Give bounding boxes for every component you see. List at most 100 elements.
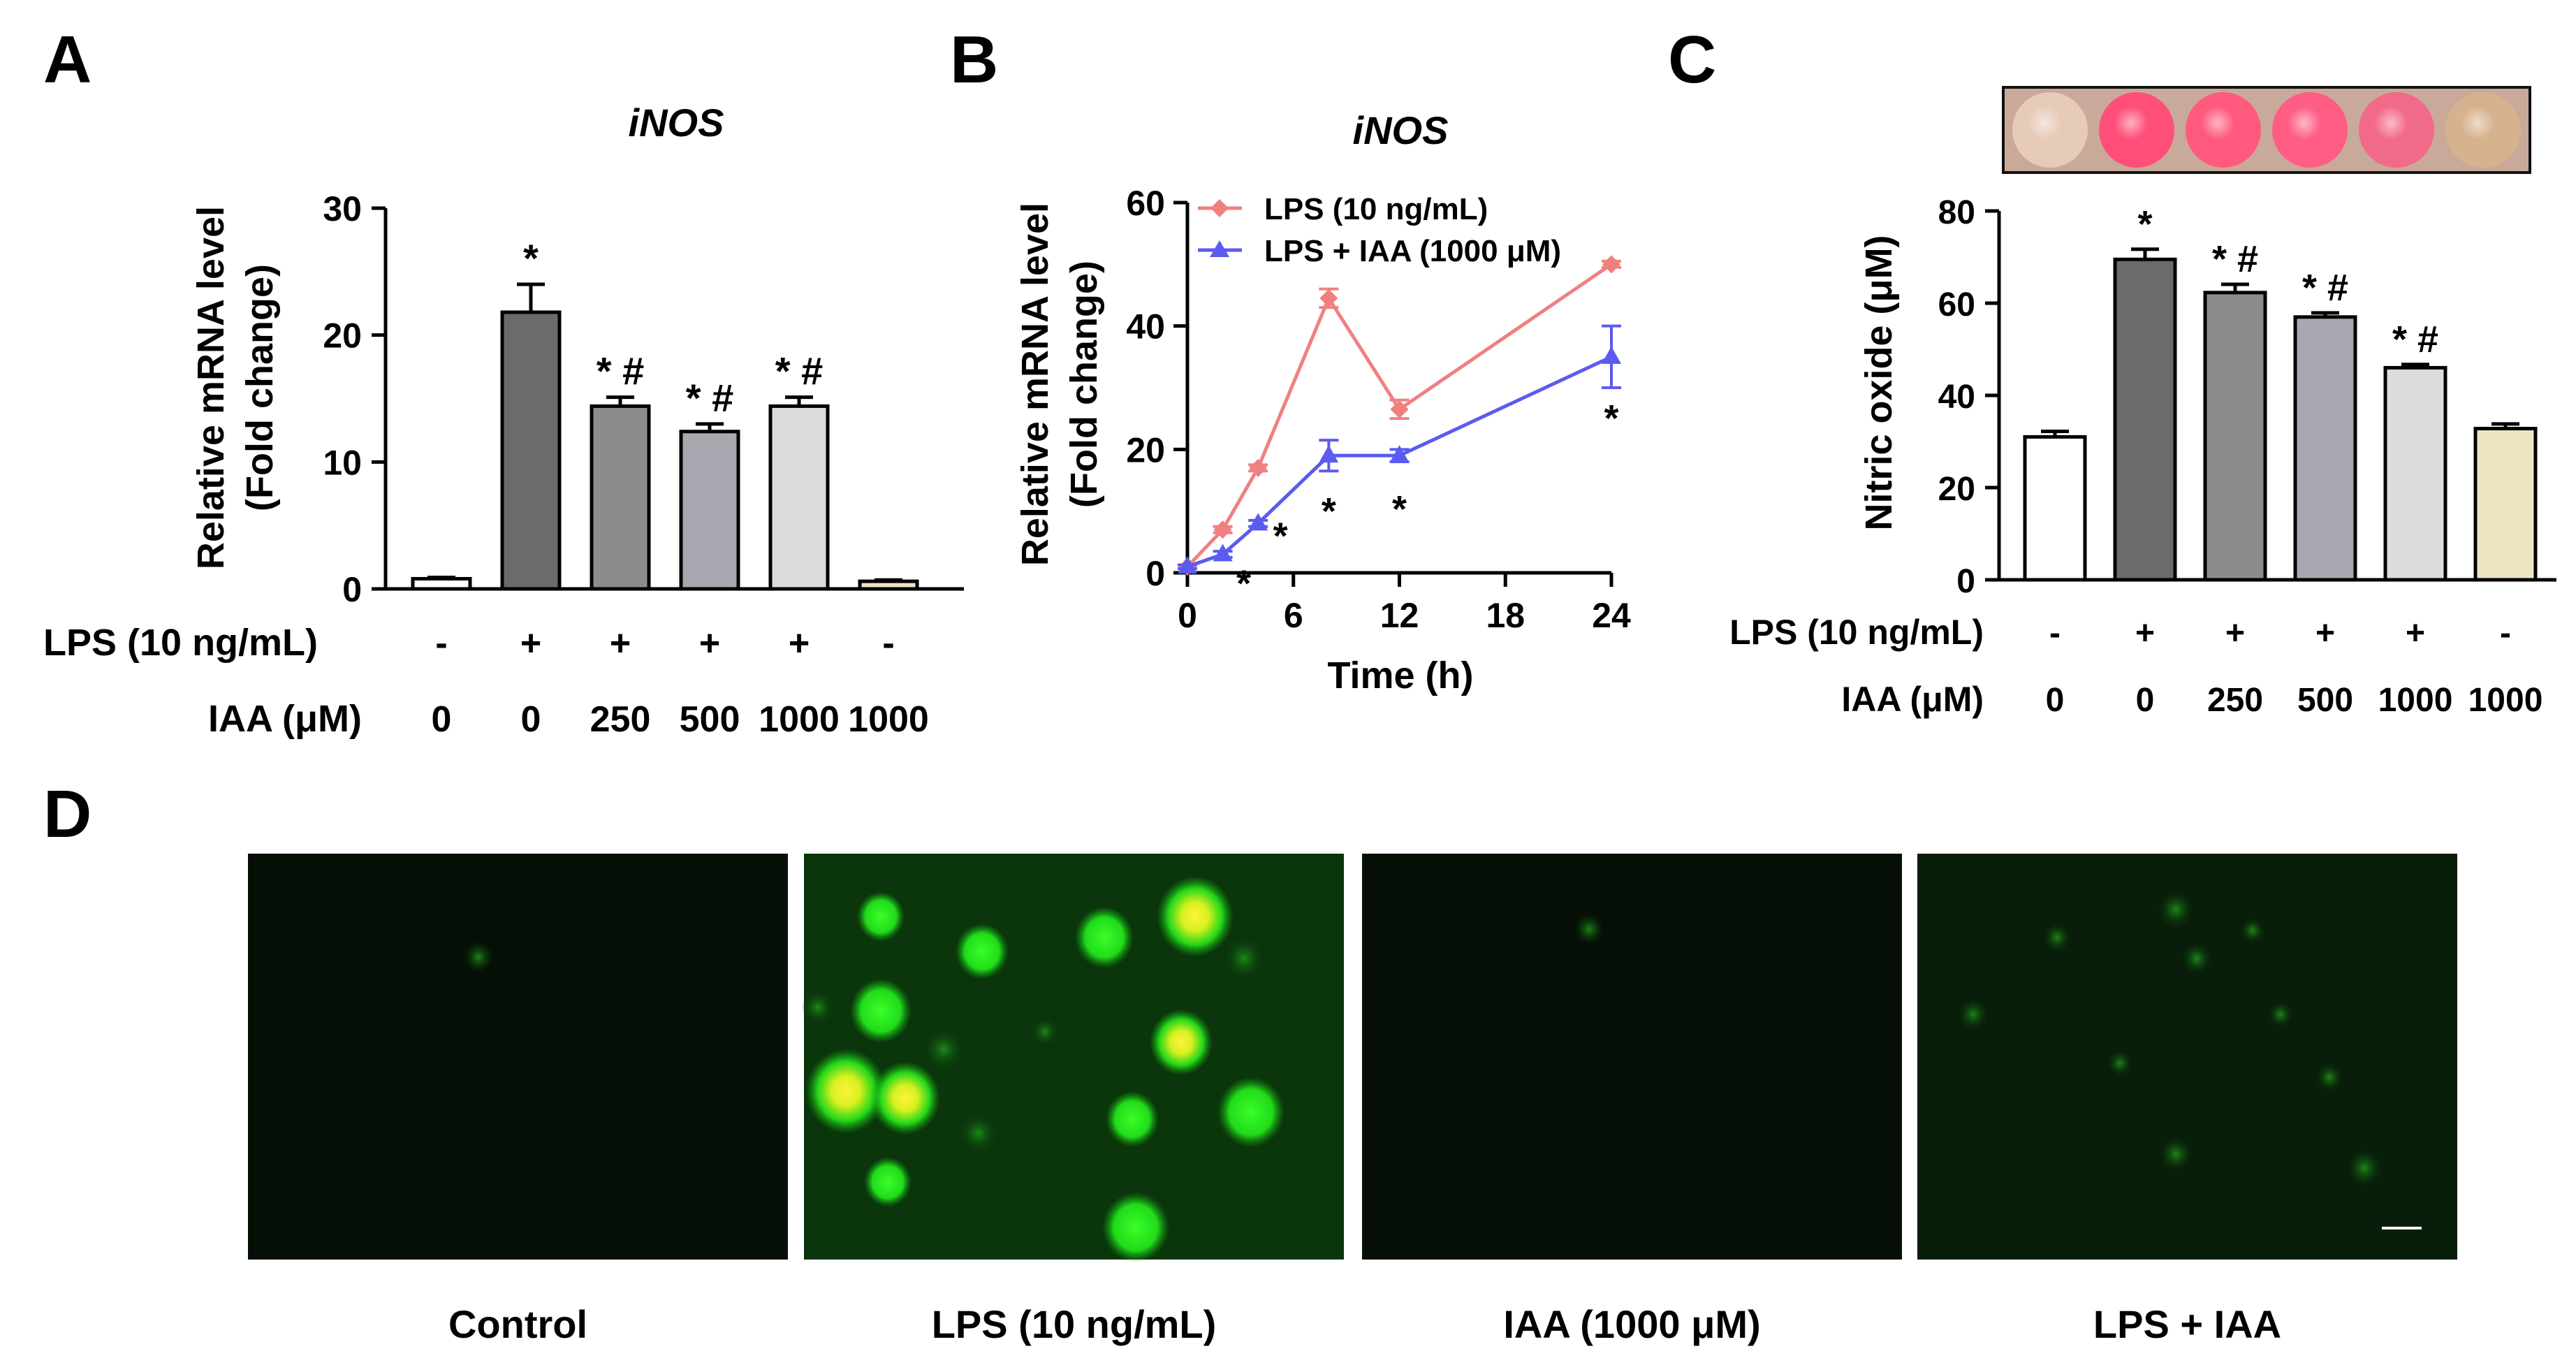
panel-c-bar (2473, 427, 2538, 582)
panel-c-y-tick-label: 80 (1938, 194, 1975, 231)
panel-a-bar (679, 430, 740, 591)
panel-a-iaa-value: 500 (680, 699, 740, 740)
panel-a-iaa-value: 0 (432, 699, 452, 740)
panel-c-y-tick-label: 20 (1938, 471, 1975, 508)
panel-b-point (1213, 543, 1233, 562)
panel-b-point (1249, 458, 1268, 477)
panel-a-plot: 0 10 20 30 - 0 * +0 * # +250 * # +500 * # +1000 - 1000 (323, 189, 964, 740)
panel-d: D Control LPS (10 ng/mL) IAA (1000 μM) LPS … (43, 777, 2457, 1346)
panel-a-lps-value: + (520, 623, 541, 664)
panel-b-point (1389, 445, 1410, 463)
panel-a-bar (500, 310, 562, 591)
fluorescent-cell (1075, 906, 1134, 969)
fluorescent-cell (2181, 942, 2212, 975)
panel-a-letter: A (43, 22, 92, 97)
panel-b-point (1390, 400, 1409, 418)
legend-marker-lps-iaa (1210, 240, 1229, 257)
panel-a-bar (768, 404, 830, 591)
fluorescent-cell (1217, 1077, 1285, 1148)
fluorescence-image-panel (248, 854, 788, 1260)
panel-b-x-tick-label: 0 (1178, 596, 1197, 635)
panel-c-lps-value: - (2049, 615, 2061, 652)
well-plate-frame (2002, 86, 2531, 174)
legend-marker-lps (1210, 199, 1229, 217)
panel-b-significance: * (1392, 488, 1407, 530)
panel-a-significance: * # (597, 349, 645, 393)
panel-c-row-label-lps: LPS (10 ng/mL) (1729, 613, 1984, 652)
fluorescent-cell (2158, 890, 2194, 929)
panel-c-ylabel-text: Nitric oxide (μM) (1858, 235, 1900, 530)
fluorescent-cell (2107, 1050, 2132, 1077)
fluorescent-cell (959, 1112, 998, 1154)
panel-b-point (1178, 556, 1197, 574)
legend-label-lps-iaa: LPS + IAA (1000 μM) (1264, 234, 1561, 268)
panel-a-significance: * # (775, 349, 824, 393)
fluorescent-cell (1157, 876, 1234, 957)
fluorescent-cell (463, 940, 494, 974)
panel-c-iaa-value: 250 (2207, 682, 2263, 719)
panel-b-point (1319, 445, 1339, 463)
panel-a-bar (411, 576, 472, 591)
panel-a-bar (590, 404, 651, 591)
panel-c-plot: 0 20 40 60 80 - 0 * +0 * # +250 * # +500 * # +1000 - 100… (1938, 194, 2556, 719)
panel-a-ylabel-line2: (Fold change) (239, 264, 281, 511)
panel-a-iaa-value: 1000 (759, 699, 840, 740)
legend-label-lps: LPS (10 ng/mL) (1264, 192, 1488, 226)
panel-b: B iNOS Relative mRNA level (Fold change)… (950, 22, 1631, 696)
panel-b-significance: * (1273, 515, 1288, 557)
panel-a-significance: * # (686, 376, 734, 420)
well-highlight (2450, 95, 2505, 151)
panel-a-y-tick-label: 30 (323, 189, 362, 228)
panel-b-title: iNOS (1353, 108, 1449, 152)
well-highlight (2190, 95, 2246, 151)
well-highlight (2363, 95, 2419, 151)
panel-b-point (1319, 289, 1338, 307)
panel-c-lps-value: - (2500, 615, 2511, 652)
fluorescent-cell (1574, 912, 1604, 946)
panel-c-significance: * (2137, 203, 2152, 245)
panel-b-y-tick-label: 0 (1146, 554, 1165, 593)
fluorescent-cell (1958, 998, 1989, 1031)
panel-c-bar (2023, 435, 2087, 582)
panel-a-iaa-value: 250 (590, 699, 651, 740)
panel-a-lps-value: + (789, 623, 810, 664)
panel-c-lps-value: + (2135, 615, 2155, 652)
panel-c-row-label-iaa: IAA (μM) (1841, 680, 1984, 719)
panel-b-letter: B (950, 22, 998, 97)
panel-a-y-tick-label: 10 (323, 443, 362, 482)
panel-c-lps-value: + (2406, 615, 2425, 652)
fluorescent-cell (850, 978, 912, 1044)
panel-b-ylabel-line2: (Fold change) (1063, 261, 1105, 508)
panel-d-images: Control LPS (10 ng/mL) IAA (1000 μM) LPS + … (248, 854, 2457, 1346)
fluorescence-image-caption: LPS + IAA (2093, 1302, 2281, 1346)
panel-b-y-tick-label: 20 (1126, 430, 1165, 469)
panel-c-y-tick-label: 0 (1956, 563, 1975, 600)
panel-a-lps-value: + (610, 623, 631, 664)
panel-b-significance: * (1236, 563, 1251, 605)
panel-c-significance: * # (2392, 319, 2438, 360)
panel-b-point (1213, 520, 1232, 539)
panel-c-iaa-value: 1000 (2468, 682, 2543, 719)
fluorescent-cell (1150, 1009, 1213, 1076)
fluorescent-cell (1223, 936, 1265, 981)
fluorescent-cell (864, 1157, 912, 1207)
panel-a-significance: * (523, 236, 539, 280)
fluorescent-cell (1031, 1017, 1059, 1046)
panel-b-significance: * (1604, 397, 1618, 439)
panel-a-iaa-value: 0 (521, 699, 541, 740)
panel-c-ylabel: Nitric oxide (μM) (1858, 235, 1900, 530)
well-highlight (2103, 95, 2159, 151)
fluorescence-image-caption: Control (448, 1302, 587, 1346)
panel-c-bar (2113, 257, 2177, 582)
panel-b-y-tick-label: 60 (1126, 184, 1165, 223)
panel-a-lps-value: - (435, 623, 447, 664)
well-highlight (2276, 95, 2332, 151)
panel-b-series-line (1186, 263, 1613, 568)
fluorescent-cell (2346, 1148, 2383, 1188)
panel-b-ylabel: Relative mRNA level (Fold change) (1014, 203, 1105, 566)
panel-b-point (1602, 255, 1620, 274)
panel-a-ylabel-line1: Relative mRNA level (190, 206, 232, 569)
fluorescent-cell (870, 1061, 940, 1135)
panel-c-y-tick-label: 60 (1938, 286, 1975, 323)
fluorescent-cell (857, 891, 905, 942)
